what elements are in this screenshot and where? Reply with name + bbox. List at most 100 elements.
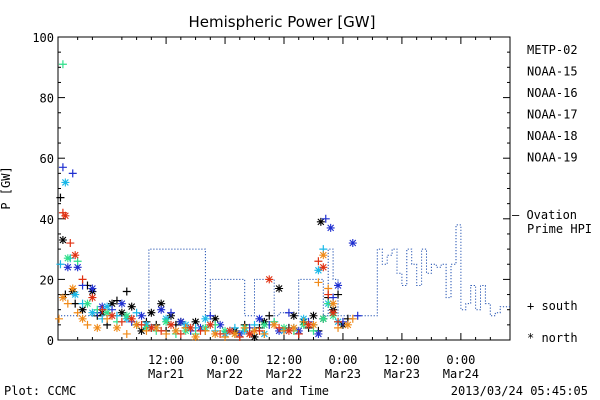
north-marker xyxy=(289,323,298,332)
south-marker xyxy=(353,311,362,320)
data-point-metp-02 xyxy=(78,305,87,314)
legend-entry-noaa-19: NOAA-19 xyxy=(527,151,578,165)
north-marker xyxy=(152,323,161,332)
data-point-noaa-15 xyxy=(353,311,362,320)
data-point-noaa-18 xyxy=(314,278,323,287)
data-point-noaa-18 xyxy=(78,314,87,323)
y-tick-label: 80 xyxy=(40,92,54,106)
north-marker xyxy=(326,223,335,232)
y-tick-label: 60 xyxy=(40,152,54,166)
y-tick-label: 40 xyxy=(40,213,54,227)
data-point-noaa-18 xyxy=(54,314,63,323)
north-marker xyxy=(245,329,254,338)
data-point-noaa-19 xyxy=(71,251,80,260)
data-point-metp-02 xyxy=(58,236,67,245)
south-marker xyxy=(240,323,249,332)
data-point-noaa-15 xyxy=(348,239,357,248)
south-marker xyxy=(56,193,65,202)
north-marker xyxy=(167,320,175,329)
south-marker xyxy=(348,314,357,323)
north-marker xyxy=(191,317,200,326)
data-point-metp-02 xyxy=(309,311,318,320)
north-marker xyxy=(186,323,195,332)
data-point-metp-02 xyxy=(250,332,259,341)
north-marker xyxy=(157,299,166,308)
data-point-noaa-17 xyxy=(162,317,171,326)
north-marker xyxy=(176,317,185,326)
data-point-noaa-15 xyxy=(206,311,215,320)
x-tick-label-time: 0:00 xyxy=(329,353,358,367)
data-point-noaa-15 xyxy=(58,163,67,172)
north-marker xyxy=(71,251,80,260)
data-point-noaa-15 xyxy=(117,299,126,308)
data-point-noaa-15 xyxy=(157,305,166,314)
data-point-noaa-18 xyxy=(240,323,249,332)
legend-ovation-line2: Prime HPI xyxy=(527,222,592,236)
data-point-metp-02 xyxy=(191,317,200,326)
data-point-noaa-19 xyxy=(61,211,70,220)
north-marker xyxy=(304,320,313,329)
x-tick-label-time: 12:00 xyxy=(148,353,184,367)
south-marker xyxy=(284,308,293,317)
data-point-noaa-16 xyxy=(132,308,141,317)
north-marker xyxy=(265,275,274,284)
data-point-metp-02 xyxy=(112,296,121,305)
north-marker xyxy=(162,317,171,326)
north-marker xyxy=(157,305,166,314)
data-point-noaa-18 xyxy=(171,326,180,335)
north-marker xyxy=(260,320,269,329)
data-point-noaa-18 xyxy=(191,332,200,341)
data-point-noaa-16 xyxy=(61,178,70,187)
north-marker xyxy=(329,299,338,308)
data-point-noaa-17 xyxy=(63,254,72,263)
x-tick-label-date: Mar23 xyxy=(384,367,420,381)
data-point-noaa-15 xyxy=(68,169,77,178)
north-marker xyxy=(78,314,87,323)
data-point-noaa-19 xyxy=(314,257,323,266)
data-point-noaa-15 xyxy=(63,263,72,272)
north-marker xyxy=(319,263,328,272)
data-point-noaa-15 xyxy=(314,329,323,338)
data-point-metp-02 xyxy=(147,308,156,317)
north-marker xyxy=(58,236,67,245)
data-point-noaa-16 xyxy=(88,308,97,317)
north-marker xyxy=(329,308,338,317)
north-marker xyxy=(58,293,67,302)
data-point-noaa-18 xyxy=(93,323,102,332)
satellite-points xyxy=(54,60,362,341)
data-point-noaa-18 xyxy=(260,329,269,338)
data-point-noaa-19 xyxy=(275,323,284,332)
north-marker xyxy=(103,302,112,311)
north-marker xyxy=(319,314,328,323)
legend-ovation-line1: — Ovation xyxy=(512,208,577,222)
legend-entry-noaa-17: NOAA-17 xyxy=(527,108,578,122)
south-marker xyxy=(265,311,274,320)
data-point-noaa-15 xyxy=(176,317,185,326)
north-marker xyxy=(112,323,121,332)
data-point-noaa-18 xyxy=(221,332,230,341)
data-point-noaa-19 xyxy=(294,329,303,338)
data-point-noaa-15 xyxy=(167,308,175,317)
north-marker xyxy=(147,308,156,317)
data-point-metp-02 xyxy=(275,284,284,293)
south-marker xyxy=(157,326,166,335)
north-marker xyxy=(250,332,259,341)
legend-entry-metp-02: METP-02 xyxy=(527,43,578,57)
north-marker xyxy=(103,308,112,317)
north-marker xyxy=(127,302,136,311)
data-point-noaa-15 xyxy=(326,223,335,232)
data-point-metp-02 xyxy=(211,314,220,323)
ovation-hpi-line xyxy=(58,224,510,317)
data-point-noaa-15 xyxy=(321,214,330,223)
legend-entry-noaa-16: NOAA-16 xyxy=(527,86,578,100)
legend-south-marker: + south xyxy=(527,299,578,313)
north-marker xyxy=(88,308,97,317)
data-point-noaa-16 xyxy=(56,260,65,269)
data-point-noaa-19 xyxy=(216,329,225,338)
data-point-noaa-18 xyxy=(250,326,259,335)
data-point-noaa-19 xyxy=(186,323,195,332)
data-point-noaa-17 xyxy=(260,320,269,329)
south-marker xyxy=(54,314,63,323)
north-marker xyxy=(63,263,72,272)
